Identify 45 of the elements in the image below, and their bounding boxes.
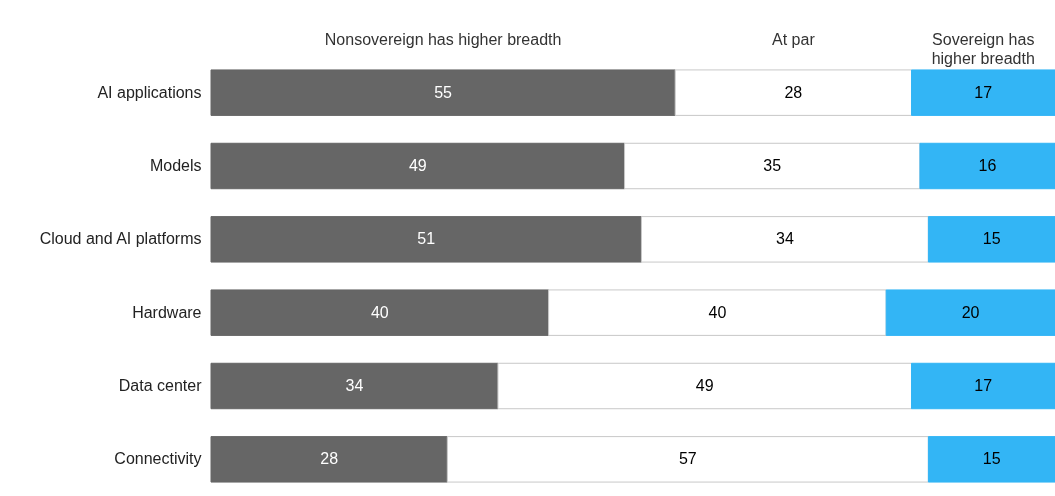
series-label: At par (772, 31, 816, 48)
bar (210, 69, 676, 116)
bar (210, 362, 499, 410)
bar (674, 69, 913, 116)
data-label: 28 (784, 83, 803, 101)
data-label: 40 (708, 303, 727, 321)
data-label: 28 (320, 450, 339, 468)
bar (640, 216, 929, 263)
bar (210, 436, 448, 483)
bar (911, 362, 1055, 410)
bar (210, 289, 550, 336)
data-label: 15 (982, 230, 1001, 248)
y-tick-label: Data center (118, 377, 203, 394)
data-label: 51 (417, 230, 436, 248)
data-label: 20 (961, 303, 980, 321)
bar (210, 142, 626, 190)
y-tick-label: Connectivity (114, 450, 202, 468)
data-label: 17 (974, 83, 993, 101)
data-label: 35 (763, 157, 782, 174)
data-label: 49 (408, 157, 427, 174)
data-label: 57 (678, 450, 697, 468)
series-label: Sovereign has higher breadth (931, 31, 1035, 67)
bar (927, 216, 1055, 263)
series-label: Nonsovereign has higher breadth (324, 31, 562, 48)
y-tick-label: AI applications (97, 83, 202, 101)
bar (210, 216, 642, 263)
y-tick-label: Models (149, 157, 202, 174)
data-label: 15 (982, 450, 1001, 468)
bar (911, 69, 1055, 116)
bar (624, 142, 921, 190)
y-tick-label: Cloud and AI platforms (39, 230, 202, 248)
data-label: 40 (370, 303, 389, 321)
data-label: 17 (974, 377, 993, 394)
data-label: 49 (695, 377, 714, 394)
bar (919, 142, 1055, 190)
data-label: 34 (345, 377, 364, 394)
bar (497, 362, 913, 410)
bar (446, 436, 929, 483)
bar (927, 436, 1055, 483)
data-label: 55 (434, 83, 453, 101)
data-label: 16 (978, 157, 997, 174)
y-tick-label: Hardware (132, 303, 202, 321)
data-label: 34 (776, 230, 794, 248)
bar (885, 289, 1055, 336)
bar (548, 289, 887, 336)
